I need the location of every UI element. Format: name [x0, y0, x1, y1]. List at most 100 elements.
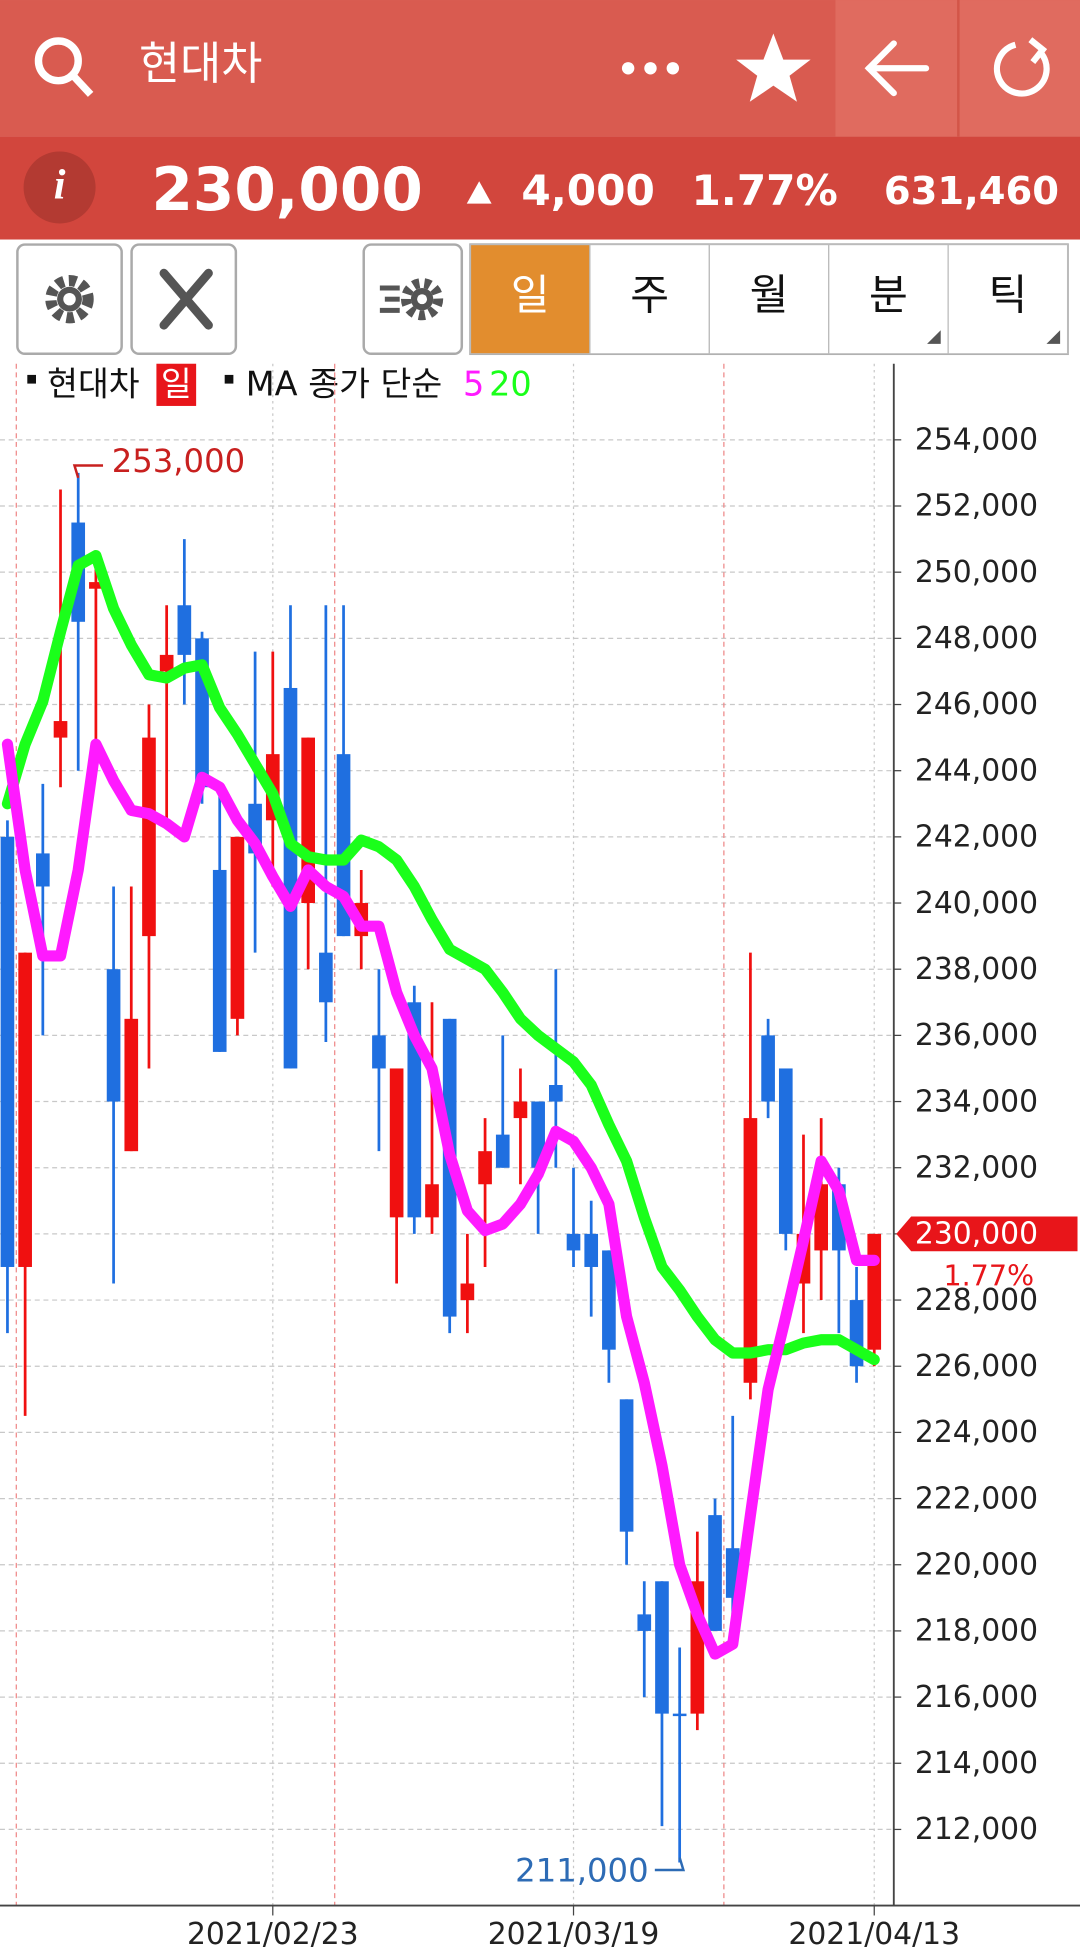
tools-button[interactable] — [130, 243, 238, 356]
candle — [36, 783, 50, 1036]
candle — [619, 1399, 634, 1565]
info-button[interactable] — [23, 151, 96, 224]
candle — [230, 836, 245, 1036]
legend-period: 일 — [161, 365, 192, 404]
legend-ma20: 20 — [489, 365, 532, 404]
search-icon[interactable] — [34, 37, 94, 97]
y-tick-label: 254,000 — [915, 423, 1038, 458]
y-tick-label: 228,000 — [915, 1283, 1038, 1318]
candle-body — [142, 737, 156, 937]
more-icon[interactable] — [621, 62, 680, 75]
candle-body — [655, 1581, 669, 1714]
candle — [248, 651, 262, 953]
candle — [265, 651, 280, 887]
price-tag — [896, 1216, 1078, 1252]
candle — [637, 1581, 652, 1698]
candle — [0, 820, 15, 1334]
y-tick-label: 234,000 — [915, 1084, 1038, 1119]
candle-body — [407, 1002, 422, 1218]
candle-body — [602, 1250, 616, 1350]
period-tab[interactable]: 주 — [589, 243, 710, 355]
tab-label: 월 — [750, 270, 789, 319]
candle-body — [89, 582, 103, 589]
candle-body — [637, 1614, 652, 1631]
candle-body — [372, 1035, 386, 1069]
volume: 631,460 — [884, 169, 1059, 214]
candle — [778, 1068, 793, 1251]
price-tag-change: 1.77% — [943, 1258, 1034, 1292]
y-tick-label: 214,000 — [915, 1746, 1038, 1781]
stock-name[interactable]: 현대차 — [139, 38, 262, 90]
candle — [814, 1118, 828, 1301]
candle — [18, 952, 32, 1416]
candle — [478, 1118, 492, 1267]
candle — [159, 605, 174, 821]
y-tick-label: 224,000 — [915, 1415, 1038, 1450]
candle — [849, 1266, 864, 1383]
candle — [71, 472, 86, 771]
annotation-arrow — [72, 464, 104, 479]
tab-label: 주 — [630, 270, 669, 319]
candle — [708, 1498, 722, 1631]
change-percent: 1.77% — [691, 166, 837, 215]
y-tick-label: 244,000 — [915, 753, 1038, 788]
candle-body — [283, 687, 298, 1069]
annotation-label: 253,000 — [112, 442, 245, 480]
candle — [372, 969, 386, 1152]
candle-body — [743, 1118, 758, 1383]
candle — [655, 1581, 669, 1827]
candle-body — [708, 1515, 722, 1631]
period-tab[interactable]: 틱 — [947, 243, 1069, 355]
candle — [513, 1068, 528, 1185]
quote-bar — [0, 136, 1080, 240]
candle — [460, 1233, 475, 1334]
tab-background — [947, 243, 1069, 355]
y-tick-label: 212,000 — [915, 1812, 1038, 1847]
y-tick-label: 250,000 — [915, 555, 1038, 590]
period-tab[interactable]: 월 — [708, 243, 830, 355]
y-tick-label: 246,000 — [915, 687, 1038, 722]
candle-body — [230, 836, 245, 1019]
candle-body — [36, 853, 50, 887]
y-tick-label: 218,000 — [915, 1614, 1038, 1649]
up-arrow — [466, 181, 492, 204]
refresh-icon[interactable] — [993, 37, 1050, 97]
y-tick-label: 252,000 — [915, 489, 1038, 524]
candle — [177, 539, 192, 705]
ma-line — [1, 738, 880, 1660]
chart-plot: 212,000 214,000 216,000 218,000 220,000 222,0… — [0, 363, 1080, 1947]
period-tab[interactable]: 일 — [469, 243, 591, 355]
candle-body — [778, 1068, 793, 1234]
candle — [602, 1250, 616, 1383]
y-tick-label: 216,000 — [915, 1680, 1038, 1715]
period-tab[interactable]: 분 — [828, 243, 949, 355]
legend-badge — [156, 363, 197, 406]
candle — [319, 605, 333, 1042]
candle-body — [867, 1233, 882, 1350]
tab-background — [589, 243, 710, 355]
chart-settings-button[interactable] — [362, 243, 464, 356]
x-tick-label: 2021/03/19 — [488, 1917, 660, 1947]
legend-stock: 현대차 — [47, 365, 139, 404]
legend-marker — [27, 374, 36, 384]
legend-ma: MA 종가 단순 — [246, 365, 442, 404]
tab-label: 일 — [511, 270, 550, 319]
y-tick-label: 248,000 — [915, 621, 1038, 656]
candle — [389, 1068, 404, 1284]
candle-body — [761, 1035, 775, 1102]
back-icon[interactable] — [864, 40, 930, 97]
candle-body — [584, 1233, 599, 1267]
current-price: 230,000 — [151, 156, 422, 225]
favorite-icon[interactable] — [736, 33, 811, 102]
y-tick-label: 232,000 — [915, 1150, 1038, 1185]
y-tick-label: 222,000 — [915, 1481, 1038, 1516]
y-tick-label: 226,000 — [915, 1349, 1038, 1384]
price-tag-label: 230,000 — [915, 1217, 1038, 1252]
candle-body — [531, 1101, 545, 1168]
legend: 현대차 일 MA 종가 단순 5 20 — [27, 363, 532, 406]
settings-button[interactable] — [16, 243, 123, 356]
candle-body — [672, 1713, 687, 1717]
candle-body — [495, 1134, 510, 1168]
